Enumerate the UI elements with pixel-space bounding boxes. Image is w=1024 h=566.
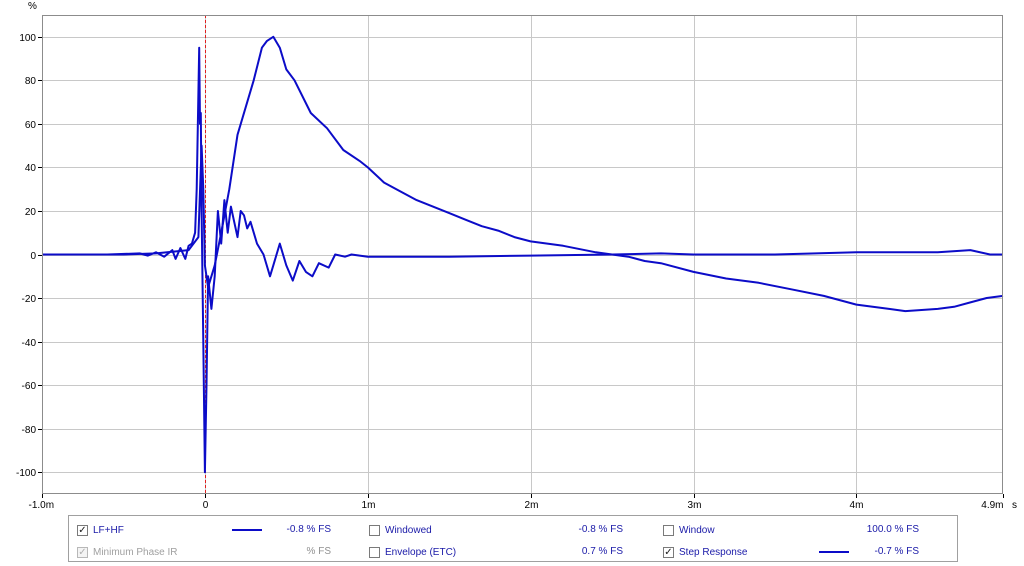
plot-frame — [42, 15, 1003, 494]
legend-item-window[interactable]: Window — [663, 519, 715, 541]
x-tick-label: -1.0m — [29, 500, 55, 511]
minimum-phase-ir-label: Minimum Phase IR — [93, 546, 178, 558]
impulse-response-chart: 100 80 60 40 20 0 -20 -40 -60 -80 -100 -1.0m 0 1m 2m 3m… — [16, 1, 1017, 511]
legend-panel: ✓ LF+HF -0.8 % FS Windowed -0.8 % FS Window 10… — [68, 515, 958, 562]
y-tick-label: 80 — [25, 76, 37, 87]
windowed-value: -0.8 % FS — [578, 524, 623, 535]
minimum-phase-ir-value: % FS — [306, 546, 331, 557]
y-tick-label: -40 — [22, 338, 37, 349]
legend-item-windowed[interactable]: Windowed — [369, 519, 432, 541]
legend-item-lf-hf[interactable]: ✓ LF+HF — [77, 519, 124, 541]
axis-labels: 100 80 60 40 20 0 -20 -40 -60 -80 -100 -1.0m 0 1m 2m 3m… — [16, 33, 1004, 511]
y-tick-label: -20 — [22, 294, 37, 305]
x-tick-label: 4m — [850, 500, 864, 511]
windowed-checkbox[interactable] — [369, 524, 380, 536]
y-tick-label: -60 — [22, 381, 37, 392]
legend-item-step-response[interactable]: ✓ Step Response — [663, 541, 747, 563]
legend-row: ✓ Minimum Phase IR % FS Envelope (ETC) 0.7 %… — [69, 541, 957, 563]
lf-hf-line-swatch — [232, 529, 262, 531]
step-response-checkbox[interactable]: ✓ — [663, 546, 674, 558]
legend-row: ✓ LF+HF -0.8 % FS Windowed -0.8 % FS Window 10… — [69, 519, 957, 541]
x-tick-label: 1m — [362, 500, 376, 511]
y-tick-label: 0 — [30, 251, 36, 262]
x-axis-unit-label: s — [1012, 500, 1017, 511]
x-tick-label: 0 — [203, 500, 209, 511]
window-checkbox[interactable] — [663, 524, 674, 536]
y-tick-label: 100 — [19, 33, 36, 44]
y-axis-label: % — [28, 1, 37, 12]
step-response-value: -0.7 % FS — [874, 546, 919, 557]
y-tick-label: 60 — [25, 120, 37, 131]
x-tick-label: 3m — [688, 500, 702, 511]
y-tick-label: 40 — [25, 163, 37, 174]
windowed-label: Windowed — [385, 524, 432, 536]
envelope-etc-value: 0.7 % FS — [581, 546, 623, 557]
series-line-lf-hf — [42, 46, 1003, 474]
lf-hf-value: -0.8 % FS — [286, 524, 331, 535]
step-response-label: Step Response — [679, 546, 748, 558]
lf-hf-label: LF+HF — [93, 524, 124, 536]
y-tick-label: -100 — [16, 468, 36, 479]
lf-hf-checkbox[interactable]: ✓ — [77, 524, 88, 536]
legend-item-minimum-phase-ir: ✓ Minimum Phase IR — [77, 541, 177, 563]
minimum-phase-ir-checkbox: ✓ — [77, 546, 88, 558]
window-value: 100.0 % FS — [866, 524, 919, 535]
series — [42, 35, 1004, 474]
step-response-line-swatch — [819, 551, 849, 553]
x-tick-label: 4.9m — [981, 500, 1003, 511]
y-tick-label: -80 — [22, 425, 37, 436]
x-tick-label: 2m — [525, 500, 539, 511]
envelope-etc-checkbox[interactable] — [369, 546, 380, 558]
series-line-step-response — [42, 35, 1004, 313]
y-tick-label: 20 — [25, 207, 37, 218]
envelope-etc-label: Envelope (ETC) — [385, 546, 457, 558]
legend-item-envelope-etc[interactable]: Envelope (ETC) — [369, 541, 456, 563]
window-label: Window — [679, 524, 715, 536]
